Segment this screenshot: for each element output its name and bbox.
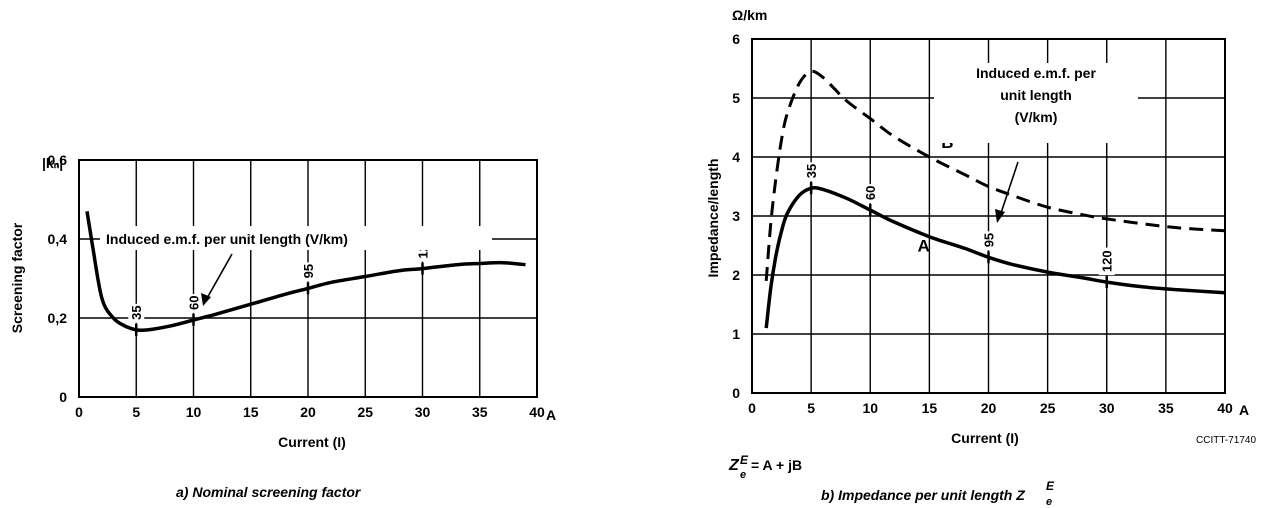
chart-a-point-label: 95 (301, 264, 316, 278)
chart-b-y-unit: Ω/km (732, 7, 767, 23)
chart-b-x-tick-label: 10 (862, 400, 878, 416)
chart-a-x-tick-label: 25 (357, 404, 373, 420)
chart-b-caption: b) Impedance per unit length Z E e (821, 479, 1055, 508)
chart-a-x-tick-label: 10 (186, 404, 202, 420)
chart-b-y-tick-label: 0 (732, 385, 740, 401)
chart-b-x-axis-label: Current (I) (951, 430, 1019, 446)
svg-text:e: e (740, 469, 746, 481)
chart-a-y-tick-label: 0,6 (48, 152, 68, 168)
chart-a-annotation-arrowhead (201, 293, 211, 306)
svg-text:E: E (740, 453, 749, 467)
chart-a-x-tick-label: 30 (415, 404, 431, 420)
chart-a-x-axis-label: Current (I) (278, 434, 346, 450)
chart-a-annotation-bg (100, 226, 492, 250)
chart-a-screening-curve (85, 211, 526, 333)
chart-a-point-label: 60 (187, 296, 202, 310)
chart-b-x-tick-label: 25 (1040, 400, 1056, 416)
svg-text:= A + jB: = A + jB (751, 457, 802, 473)
chart-b-annotation-arrowhead (995, 209, 1005, 223)
chart-a-point-label-bg (300, 262, 316, 282)
chart-a-x-tick-label: 40 (529, 404, 545, 420)
chart-b-x-tick-label: 0 (748, 400, 756, 416)
chart-b-x-tick-label: 30 (1099, 400, 1115, 416)
chart-a-y-tick-label: 0 (59, 389, 67, 405)
chart-a-tick-labels: 0 5 10 15 20 25 30 35 40 0 0,2 0,4 0,6 (48, 152, 545, 420)
chart-a-x-tick-label: 15 (243, 404, 259, 420)
chart-b-x-tick-label: 5 (807, 400, 815, 416)
chart-b-annotation-line-1: Induced e.m.f. per (976, 65, 1096, 81)
chart-b-y-tick-label: 3 (732, 208, 740, 224)
chart-b-point-label-bg (803, 162, 820, 182)
chart-b-point-label: 95 (982, 233, 997, 247)
chart-a-x-tick-label: 5 (132, 404, 140, 420)
chart-b-y-tick-label: 6 (732, 31, 740, 47)
chart-a-y-axis-label: Screening factor (9, 222, 25, 333)
chart-a-x-tick-label: 35 (472, 404, 488, 420)
chart-b-tick-labels: 0 5 10 15 20 25 30 35 40 0 1 2 3 4 5 6 (732, 31, 1233, 416)
chart-b-y-tick-label: 5 (732, 90, 740, 106)
chart-a-x-unit: A (546, 407, 556, 423)
chart-b-point-labels: 35 60 95 120 (803, 162, 1115, 289)
chart-a-y-symbol: |kₙ| (42, 155, 63, 171)
chart-b-x-tick-label: 40 (1217, 400, 1233, 416)
chart-b-y-tick-label: 4 (732, 149, 740, 165)
chart-b-figure-id: CCITT-71740 (1196, 435, 1256, 446)
svg-text:e: e (1046, 496, 1052, 508)
chart-a-y-tick-label: 0,4 (48, 231, 68, 247)
chart-b-point-label: 120 (1100, 250, 1115, 272)
svg-text:b) Impedance per unit length Z: b) Impedance per unit length Z (821, 487, 1025, 503)
chart-b-x-tick-label: 20 (981, 400, 997, 416)
chart-b-equation: Z E e = A + jB (728, 453, 802, 481)
chart-b-annotation-arrow-line (999, 161, 1019, 217)
chart-b-series-a-curve (764, 186, 1226, 329)
chart-a-annotation-arrow-line (205, 253, 233, 301)
chart-a-point-label-bg (185, 293, 202, 313)
chart-a-point-label-bg (128, 303, 145, 323)
chart-a-x-tick-label: 20 (300, 404, 316, 420)
chart-a-y-tick-label: 0,2 (48, 310, 68, 326)
chart-a-annotation: Induced e.m.f. per unit length (V/km) (106, 231, 348, 247)
chart-b-y-tick-label: 1 (732, 326, 740, 342)
chart-b-series-b-curve (764, 69, 1226, 282)
svg-text:Z: Z (728, 457, 740, 474)
chart-b-x-tick-label: 35 (1158, 400, 1174, 416)
chart-b-point-label-bg (980, 231, 997, 251)
chart-b-y-axis-label: Impedance/length (705, 158, 721, 277)
chart-b-annotation-bg (934, 63, 1138, 143)
chart-b-annotation-line-3: (V/km) (1015, 109, 1058, 125)
chart-a-x-tick-label: 0 (75, 404, 83, 420)
chart-b-point-label: 60 (863, 186, 878, 200)
chart-b-annotation-line-2: unit length (1000, 87, 1072, 103)
series-label-a: A (918, 236, 930, 255)
chart-a-caption: a) Nominal screening factor (176, 484, 362, 500)
chart-b-y-tick-label: 2 (732, 267, 740, 283)
chart-b-point-label-bg (1098, 247, 1115, 276)
chart-b-point-label: 35 (804, 164, 819, 178)
svg-text:E: E (1046, 479, 1055, 493)
chart-a-point-label: 35 (129, 305, 144, 319)
chart-b-x-tick-label: 15 (922, 400, 938, 416)
chart-b-x-unit: A (1239, 402, 1249, 418)
chart-b-point-label-bg (862, 184, 879, 204)
